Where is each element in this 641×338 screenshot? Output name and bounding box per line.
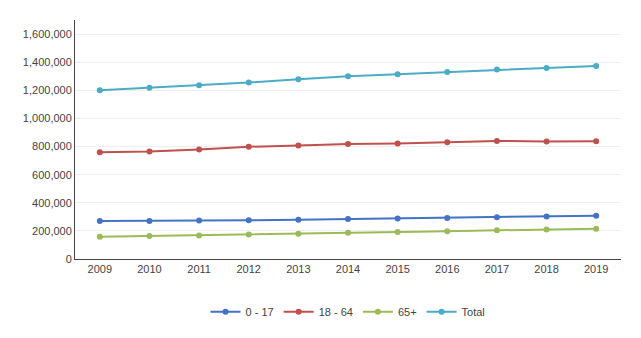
- svg-text:2015: 2015: [385, 263, 409, 275]
- svg-text:2011: 2011: [187, 263, 211, 275]
- svg-text:18 - 64: 18 - 64: [319, 306, 353, 318]
- svg-text:200,000: 200,000: [32, 225, 72, 237]
- svg-text:1,400,000: 1,400,000: [23, 56, 72, 68]
- svg-text:2017: 2017: [485, 263, 509, 275]
- svg-text:2013: 2013: [286, 263, 310, 275]
- svg-text:800,000: 800,000: [32, 140, 72, 152]
- svg-text:2016: 2016: [435, 263, 459, 275]
- svg-text:2009: 2009: [88, 263, 112, 275]
- svg-text:2012: 2012: [236, 263, 260, 275]
- svg-text:1,000,000: 1,000,000: [23, 112, 72, 124]
- svg-text:Total: Total: [462, 306, 485, 318]
- svg-text:2019: 2019: [584, 263, 608, 275]
- svg-text:65+: 65+: [398, 306, 417, 318]
- svg-text:600,000: 600,000: [32, 169, 72, 181]
- svg-text:1,200,000: 1,200,000: [23, 84, 72, 96]
- svg-text:0 - 17: 0 - 17: [246, 306, 274, 318]
- svg-text:0: 0: [66, 253, 72, 265]
- svg-text:2018: 2018: [534, 263, 558, 275]
- svg-text:1,600,000: 1,600,000: [23, 28, 72, 40]
- svg-text:400,000: 400,000: [32, 197, 72, 209]
- svg-text:2010: 2010: [137, 263, 161, 275]
- svg-text:2014: 2014: [336, 263, 360, 275]
